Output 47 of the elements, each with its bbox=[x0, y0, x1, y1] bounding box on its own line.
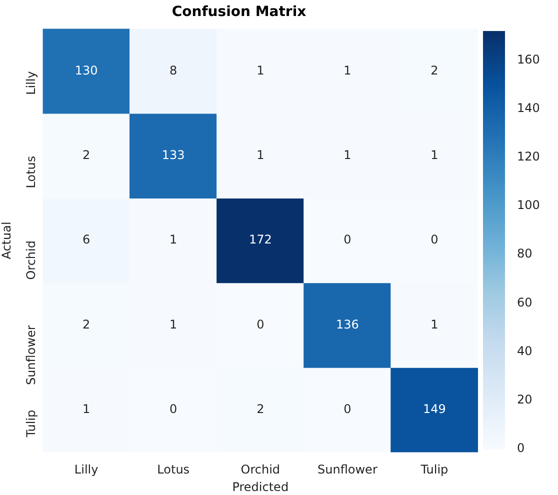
chart-title: Confusion Matrix bbox=[172, 4, 306, 20]
x-axis-title: Predicted bbox=[232, 480, 289, 494]
x-tick-label: Lilly bbox=[74, 462, 98, 477]
data-label: 1 bbox=[430, 317, 438, 332]
y-tick-label: Orchid bbox=[24, 240, 38, 280]
y-tick-label: Lotus bbox=[24, 156, 38, 188]
data-label: 6 bbox=[82, 232, 90, 247]
data-label: 0 bbox=[170, 402, 178, 416]
data-label: 1 bbox=[82, 402, 90, 416]
color-bar-label: 0 bbox=[517, 441, 525, 456]
color-bar-label: 120 bbox=[517, 149, 540, 164]
color-bar-label: 100 bbox=[517, 198, 540, 212]
data-label: 0 bbox=[256, 317, 264, 332]
data-label: 136 bbox=[336, 317, 359, 332]
y-tick-label: Sunflower bbox=[24, 325, 38, 386]
color-bar-label: 160 bbox=[517, 52, 540, 66]
data-label: 1 bbox=[430, 148, 438, 162]
data-label: 1 bbox=[170, 232, 178, 247]
data-label: 8 bbox=[170, 63, 178, 78]
data-label: 2 bbox=[82, 317, 90, 332]
data-label: 133 bbox=[162, 148, 185, 162]
data-label: 149 bbox=[423, 402, 446, 416]
data-label: 1 bbox=[256, 148, 264, 162]
data-label: 1 bbox=[344, 148, 352, 162]
color-bar-label: 140 bbox=[517, 100, 540, 115]
color-bar-label: 40 bbox=[517, 344, 532, 358]
color-bar-label: 80 bbox=[517, 246, 532, 261]
data-label: 2 bbox=[430, 63, 438, 78]
y-axis-title: Actual bbox=[0, 222, 14, 260]
data-label: 0 bbox=[344, 402, 352, 416]
data-label: 0 bbox=[344, 232, 352, 247]
x-tick-label: Sunflower bbox=[318, 462, 378, 477]
color-bar-label: 20 bbox=[517, 392, 532, 407]
data-label: 2 bbox=[256, 402, 264, 416]
data-label: 0 bbox=[430, 232, 438, 247]
y-tick-label: Tulip bbox=[24, 410, 38, 438]
data-label: 130 bbox=[74, 63, 98, 78]
color-bar-label: 60 bbox=[517, 295, 532, 310]
x-tick-label: Orchid bbox=[240, 462, 280, 477]
x-tick-label: Tulip bbox=[420, 462, 448, 477]
data-label: 172 bbox=[248, 232, 272, 247]
y-tick-label: Lilly bbox=[24, 71, 38, 95]
x-tick-label: Lotus bbox=[157, 462, 190, 477]
data-label: 1 bbox=[344, 63, 352, 78]
data-label: 1 bbox=[170, 317, 178, 332]
data-label: 2 bbox=[82, 148, 90, 162]
data-label: 1 bbox=[256, 63, 264, 78]
